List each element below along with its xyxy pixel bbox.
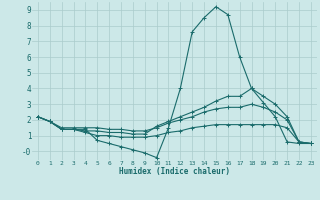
X-axis label: Humidex (Indice chaleur): Humidex (Indice chaleur) (119, 167, 230, 176)
